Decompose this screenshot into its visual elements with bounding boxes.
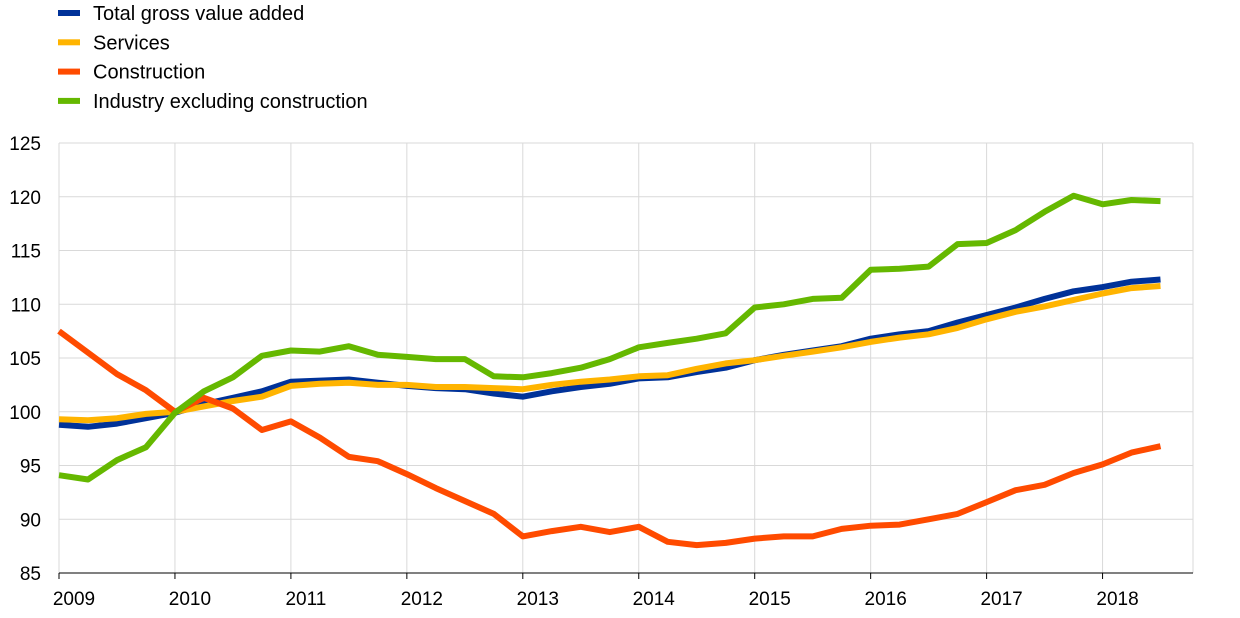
series-line-1: [58, 283, 1161, 424]
x-tick-label: 2016: [865, 589, 907, 610]
x-axis-ticks: 2009 2010 2011 2012 2013 2014 2015 2016 2017 2018: [53, 573, 1139, 610]
legend-swatch: [58, 68, 80, 75]
series-line-0: [58, 276, 1161, 430]
y-tick-label: 110: [11, 295, 41, 316]
x-tick-label: 2018: [1096, 589, 1138, 610]
series-lines: [57, 192, 1162, 549]
legend-label: Industry excluding construction: [93, 91, 368, 113]
x-tick-label: 2009: [53, 589, 95, 610]
x-tick-label: 2017: [980, 589, 1022, 610]
legend-swatch: [58, 10, 80, 16]
y-tick-label: 115: [11, 242, 41, 263]
y-tick-label: 100: [9, 403, 41, 424]
y-tick-label: 120: [9, 188, 41, 209]
series-line-3: [58, 192, 1161, 483]
legend-label: Construction: [93, 62, 205, 84]
gridlines: [58, 142, 1194, 574]
x-tick-label: 2012: [401, 589, 443, 610]
x-tick-label: 2015: [749, 589, 791, 610]
y-tick-label: 105: [9, 349, 41, 370]
x-tick-label: 2013: [517, 589, 559, 610]
y-tick-label: 125: [9, 134, 41, 155]
legend-label: Services: [93, 32, 170, 54]
y-tick-label: 85: [20, 564, 41, 585]
legend-label: Total gross value added: [93, 3, 304, 25]
series-line-2: [57, 328, 1162, 549]
y-tick-label: 90: [20, 510, 41, 531]
x-tick-label: 2010: [169, 589, 211, 610]
legend: Total gross value added Services Construct…: [58, 3, 368, 113]
legend-swatch: [58, 97, 80, 104]
y-axis-ticks: 85 90 95 100 105 110 115 120 125: [9, 134, 41, 585]
legend-swatch: [58, 39, 80, 46]
x-tick-label: 2014: [633, 589, 676, 610]
y-tick-label: 95: [20, 457, 41, 478]
x-tick-label: 2011: [285, 589, 326, 610]
